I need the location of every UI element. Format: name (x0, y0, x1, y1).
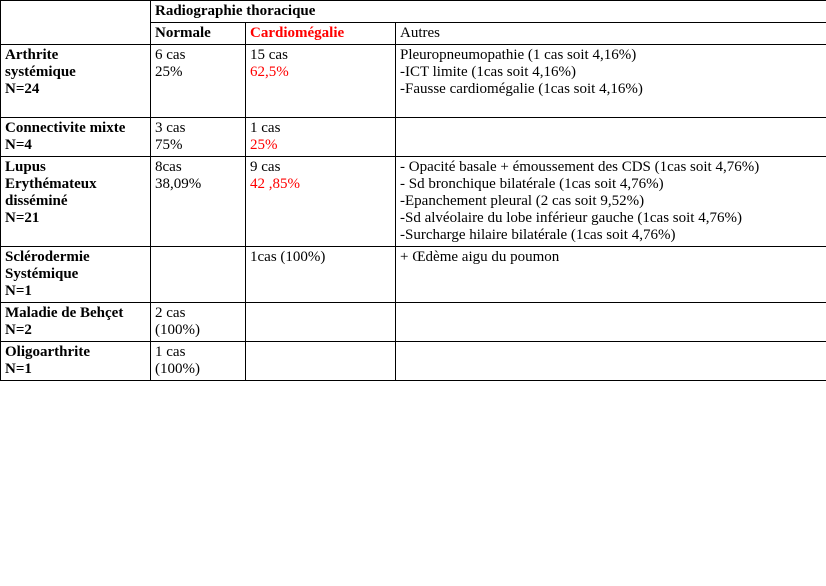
label-arthrite: Arthrite systémique N=24 (1, 45, 151, 118)
col-header-normale: Normale (151, 23, 246, 45)
cell-arthrite-normale: 6 cas 25% (151, 45, 246, 118)
cell-oligo-normale: 1 cas (100%) (151, 342, 246, 381)
label-text: Erythémateux (5, 176, 97, 192)
cell-lupus-autres: - Opacité basale + émoussement des CDS (… (396, 157, 826, 247)
col-header-autres: Autres (396, 23, 826, 45)
label-text: N=1 (5, 361, 32, 377)
cell-text: 15 cas (250, 47, 288, 63)
cell-text: 1cas (100%) (250, 249, 325, 265)
label-text: Systémique (5, 266, 78, 282)
cell-text: 1 cas (155, 344, 185, 360)
cell-oligo-cardio (246, 342, 396, 381)
cell-connectivite-normale: 3 cas 75% (151, 118, 246, 157)
cell-lupus-normale: 8cas 38,09% (151, 157, 246, 247)
header-blank (1, 1, 151, 45)
cell-text: -Surcharge hilaire bilatérale (1cas soit… (400, 227, 675, 243)
label-text: Lupus (5, 159, 46, 175)
label-text: Arthrite (5, 47, 58, 63)
cell-text: 3 cas (155, 120, 185, 136)
cell-sclerodermie-cardio: 1cas (100%) (246, 247, 396, 303)
cell-behcet-autres (396, 303, 826, 342)
row-lupus: Lupus Erythémateux disséminé N=21 8cas 3… (1, 157, 826, 247)
label-text: N=2 (5, 322, 32, 338)
cell-connectivite-autres (396, 118, 826, 157)
cell-sclerodermie-autres: + Œdème aigu du poumon (396, 247, 826, 303)
cell-arthrite-cardio: 15 cas 62,5% (246, 45, 396, 118)
row-arthrite: Arthrite systémique N=24 6 cas 25% 15 ca… (1, 45, 826, 118)
cell-text: -Sd alvéolaire du lobe inférieur gauche … (400, 210, 742, 226)
cell-text: 8cas (155, 159, 182, 175)
cell-text: -ICT limite (1cas soit 4,16%) (400, 64, 576, 80)
cell-text: 6 cas (155, 47, 185, 63)
cell-text: 25% (155, 64, 183, 80)
cell-behcet-normale: 2 cas (100%) (151, 303, 246, 342)
label-lupus: Lupus Erythémateux disséminé N=21 (1, 157, 151, 247)
label-oligo: Oligoarthrite N=1 (1, 342, 151, 381)
label-connectivite: Connectivite mixte N=4 (1, 118, 151, 157)
label-sclerodermie: Sclérodermie Systémique N=1 (1, 247, 151, 303)
cell-text: 1 cas (250, 120, 280, 136)
row-oligo: Oligoarthrite N=1 1 cas (100%) (1, 342, 826, 381)
row-connectivite: Connectivite mixte N=4 3 cas 75% 1 cas 2… (1, 118, 826, 157)
label-behcet: Maladie de Behçet N=2 (1, 303, 151, 342)
cell-behcet-cardio (246, 303, 396, 342)
col-header-cardio: Cardiomégalie (246, 23, 396, 45)
cell-text: 2 cas (155, 305, 185, 321)
label-text: Sclérodermie (5, 249, 90, 265)
cell-text: -Fausse cardiomégalie (1cas soit 4,16%) (400, 81, 643, 97)
cell-lupus-cardio: 9 cas 42 ,85% (246, 157, 396, 247)
radiographie-table: Radiographie thoracique Normale Cardiomé… (0, 0, 826, 381)
cell-text: - Sd bronchique bilatérale (1cas soit 4,… (400, 176, 664, 192)
label-text: Maladie de Behçet (5, 305, 123, 321)
label-text: systémique (5, 64, 76, 80)
cell-text: (100%) (155, 322, 200, 338)
cell-text: -Epanchement pleural (2 cas soit 9,52%) (400, 193, 644, 209)
label-text: N=1 (5, 283, 32, 299)
cell-text: 38,09% (155, 176, 201, 192)
label-text: N=4 (5, 137, 32, 153)
cell-text: 75% (155, 137, 183, 153)
header-title: Radiographie thoracique (151, 1, 826, 23)
row-behcet: Maladie de Behçet N=2 2 cas (100%) (1, 303, 826, 342)
row-sclerodermie: Sclérodermie Systémique N=1 1cas (100%) … (1, 247, 826, 303)
label-text: N=24 (5, 81, 39, 97)
label-text: Connectivite mixte (5, 120, 125, 136)
cell-text: 62,5% (250, 64, 289, 80)
cell-text: 42 ,85% (250, 176, 300, 192)
cell-text: 25% (250, 137, 278, 153)
label-text: N=21 (5, 210, 39, 226)
cell-text: 9 cas (250, 159, 280, 175)
cell-oligo-autres (396, 342, 826, 381)
cell-connectivite-cardio: 1 cas 25% (246, 118, 396, 157)
cell-text: (100%) (155, 361, 200, 377)
label-text: Oligoarthrite (5, 344, 90, 360)
cell-text: + Œdème aigu du poumon (400, 249, 559, 265)
cell-sclerodermie-normale (151, 247, 246, 303)
label-text: disséminé (5, 193, 68, 209)
cell-text: Pleuropneumopathie (1 cas soit 4,16%) (400, 47, 636, 63)
cell-text: - Opacité basale + émoussement des CDS (… (400, 159, 759, 175)
header-row-1: Radiographie thoracique (1, 1, 826, 23)
cell-arthrite-autres: Pleuropneumopathie (1 cas soit 4,16%) -I… (396, 45, 826, 118)
